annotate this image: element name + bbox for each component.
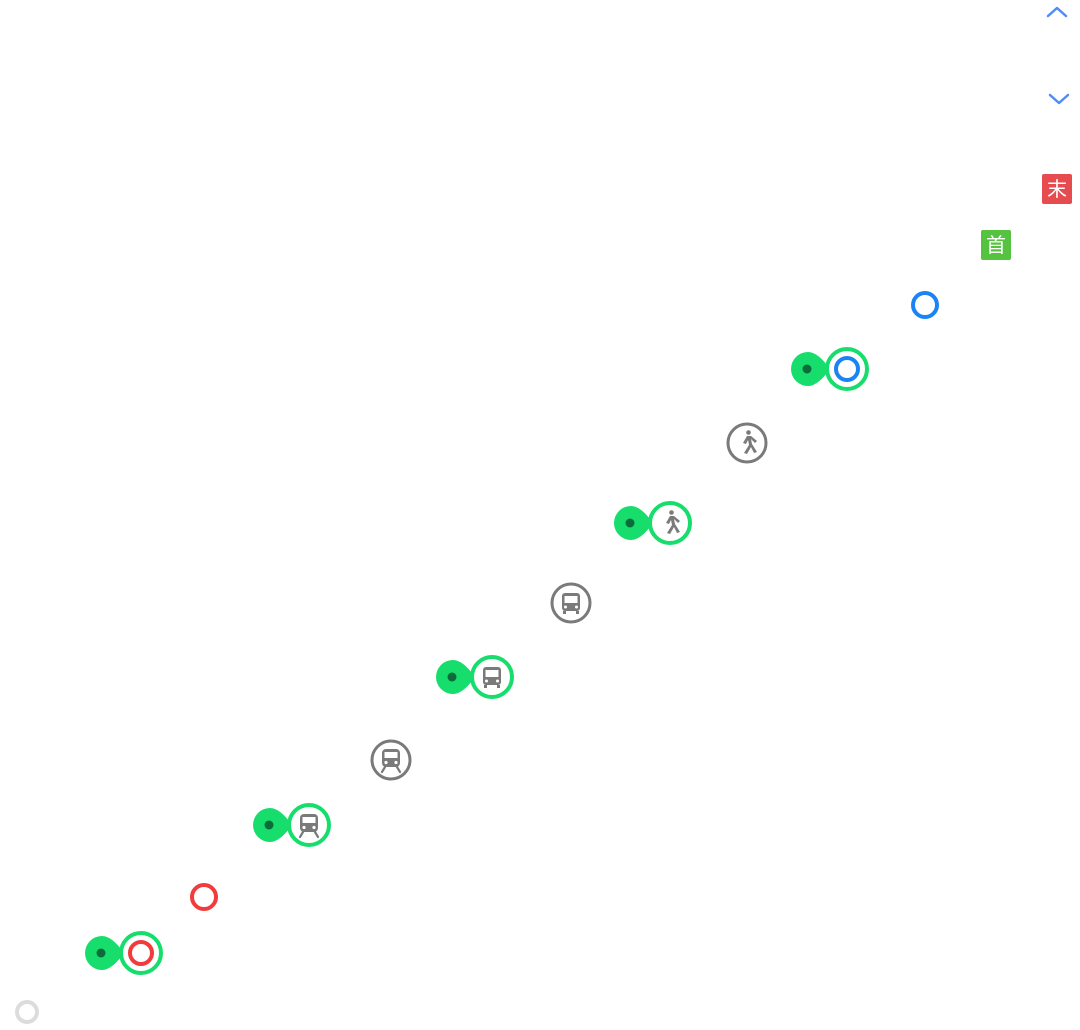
chevron-up-icon[interactable] xyxy=(1045,4,1069,20)
bus-icon[interactable] xyxy=(550,582,592,624)
walk-icon[interactable] xyxy=(726,422,768,464)
light-ring-marker[interactable] xyxy=(15,1000,39,1024)
selected-red-ring-marker[interactable] xyxy=(84,931,164,975)
first-stop-badge[interactable]: 首 xyxy=(981,230,1011,260)
blue-ring-marker[interactable] xyxy=(911,291,939,319)
selected-blue-ring-marker[interactable] xyxy=(790,347,870,391)
last-stop-badge[interactable]: 末 xyxy=(1042,174,1072,204)
red-ring-marker[interactable] xyxy=(190,883,218,911)
selected-train-marker[interactable] xyxy=(252,803,332,847)
train-icon[interactable] xyxy=(370,739,412,781)
selected-bus-marker[interactable] xyxy=(435,655,515,699)
selected-walk-marker[interactable] xyxy=(613,501,693,545)
chevron-down-icon[interactable] xyxy=(1047,91,1071,107)
